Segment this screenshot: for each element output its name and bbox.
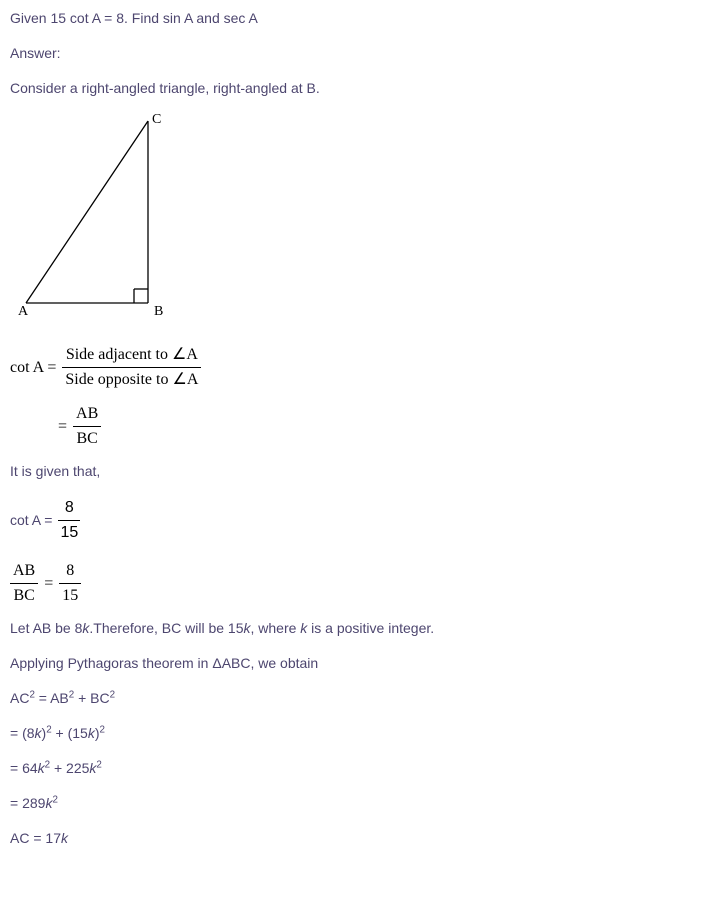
let-1: Let AB be 8 (10, 620, 82, 636)
ratio-rhs: 8 15 (59, 559, 81, 608)
cot-value-lhs: cot A = (10, 510, 52, 531)
answer-label: Answer: (10, 43, 702, 64)
triangle-diagram: A B C (18, 113, 702, 329)
eq5-k: k (61, 830, 68, 846)
let-4: is a positive integer. (307, 620, 434, 636)
eq2-pre: = (8 (10, 725, 35, 741)
cot-value: cot A = 8 15 (10, 496, 702, 545)
cot-lhs: cot A = (10, 356, 56, 380)
eq5-lhs: AC = 17 (10, 830, 61, 846)
svg-text:C: C (152, 113, 161, 127)
ratio-rhs-den: 15 (59, 584, 81, 608)
cot-frac-words: Side adjacent to ∠A Side opposite to ∠A (62, 343, 201, 392)
svg-text:B: B (154, 304, 163, 319)
cot-den-bc: BC (73, 427, 101, 451)
cot-num-ab: AB (73, 402, 101, 427)
eq-5: AC = 17k (10, 828, 702, 849)
given-text: It is given that, (10, 461, 702, 482)
eq-2: = (8k)2 + (15k)2 (10, 723, 702, 744)
eq1-m2: + BC (74, 690, 109, 706)
eq1-s3: 2 (110, 689, 115, 700)
eq3-m: + 225 (50, 760, 89, 776)
eq3-pre: = 64 (10, 760, 38, 776)
let-2: .Therefore, BC will be 15 (89, 620, 243, 636)
cot-den-words: Side opposite to ∠A (62, 368, 201, 392)
ratio-eq: = (44, 572, 53, 596)
ratio-equation: AB BC = 8 15 (10, 559, 702, 608)
cot-num-words: Side adjacent to ∠A (62, 343, 201, 368)
cot-definition: cot A = Side adjacent to ∠A Side opposit… (10, 343, 702, 392)
cot-value-num: 8 (58, 496, 80, 521)
let-3: , where (250, 620, 300, 636)
eq2-k2: k (88, 725, 95, 741)
eq1-m1: = AB (35, 690, 69, 706)
eq3-s2: 2 (96, 759, 101, 770)
cot-definition-2: = AB BC (58, 402, 702, 451)
cot-value-den: 15 (58, 521, 80, 545)
ratio-lhs: AB BC (10, 559, 38, 608)
eq-3: = 64k2 + 225k2 (10, 758, 702, 779)
question-text: Given 15 cot A = 8. Find sin A and sec A (10, 8, 702, 29)
eq-1: AC2 = AB2 + BC2 (10, 688, 702, 709)
ratio-lhs-num: AB (10, 559, 38, 584)
cot-frac-sides: AB BC (73, 402, 101, 451)
pythagoras-text: Applying Pythagoras theorem in ΔABC, we … (10, 653, 702, 674)
eq-prefix: = (58, 415, 67, 439)
eq4-s: 2 (52, 794, 57, 805)
eq2-m2: + (15 (52, 725, 88, 741)
setup-text: Consider a right-angled triangle, right-… (10, 78, 702, 99)
svg-text:A: A (18, 304, 29, 319)
eq2-k: k (35, 725, 42, 741)
eq2-s2: 2 (100, 724, 105, 735)
eq-4: = 289k2 (10, 793, 702, 814)
eq1-lhs: AC (10, 690, 29, 706)
eq4-pre: = 289 (10, 795, 45, 811)
let-statement: Let AB be 8k.Therefore, BC will be 15k, … (10, 618, 702, 639)
eq3-k: k (38, 760, 45, 776)
cot-value-frac: 8 15 (58, 496, 80, 545)
ratio-rhs-num: 8 (59, 559, 81, 584)
ratio-lhs-den: BC (10, 584, 38, 608)
